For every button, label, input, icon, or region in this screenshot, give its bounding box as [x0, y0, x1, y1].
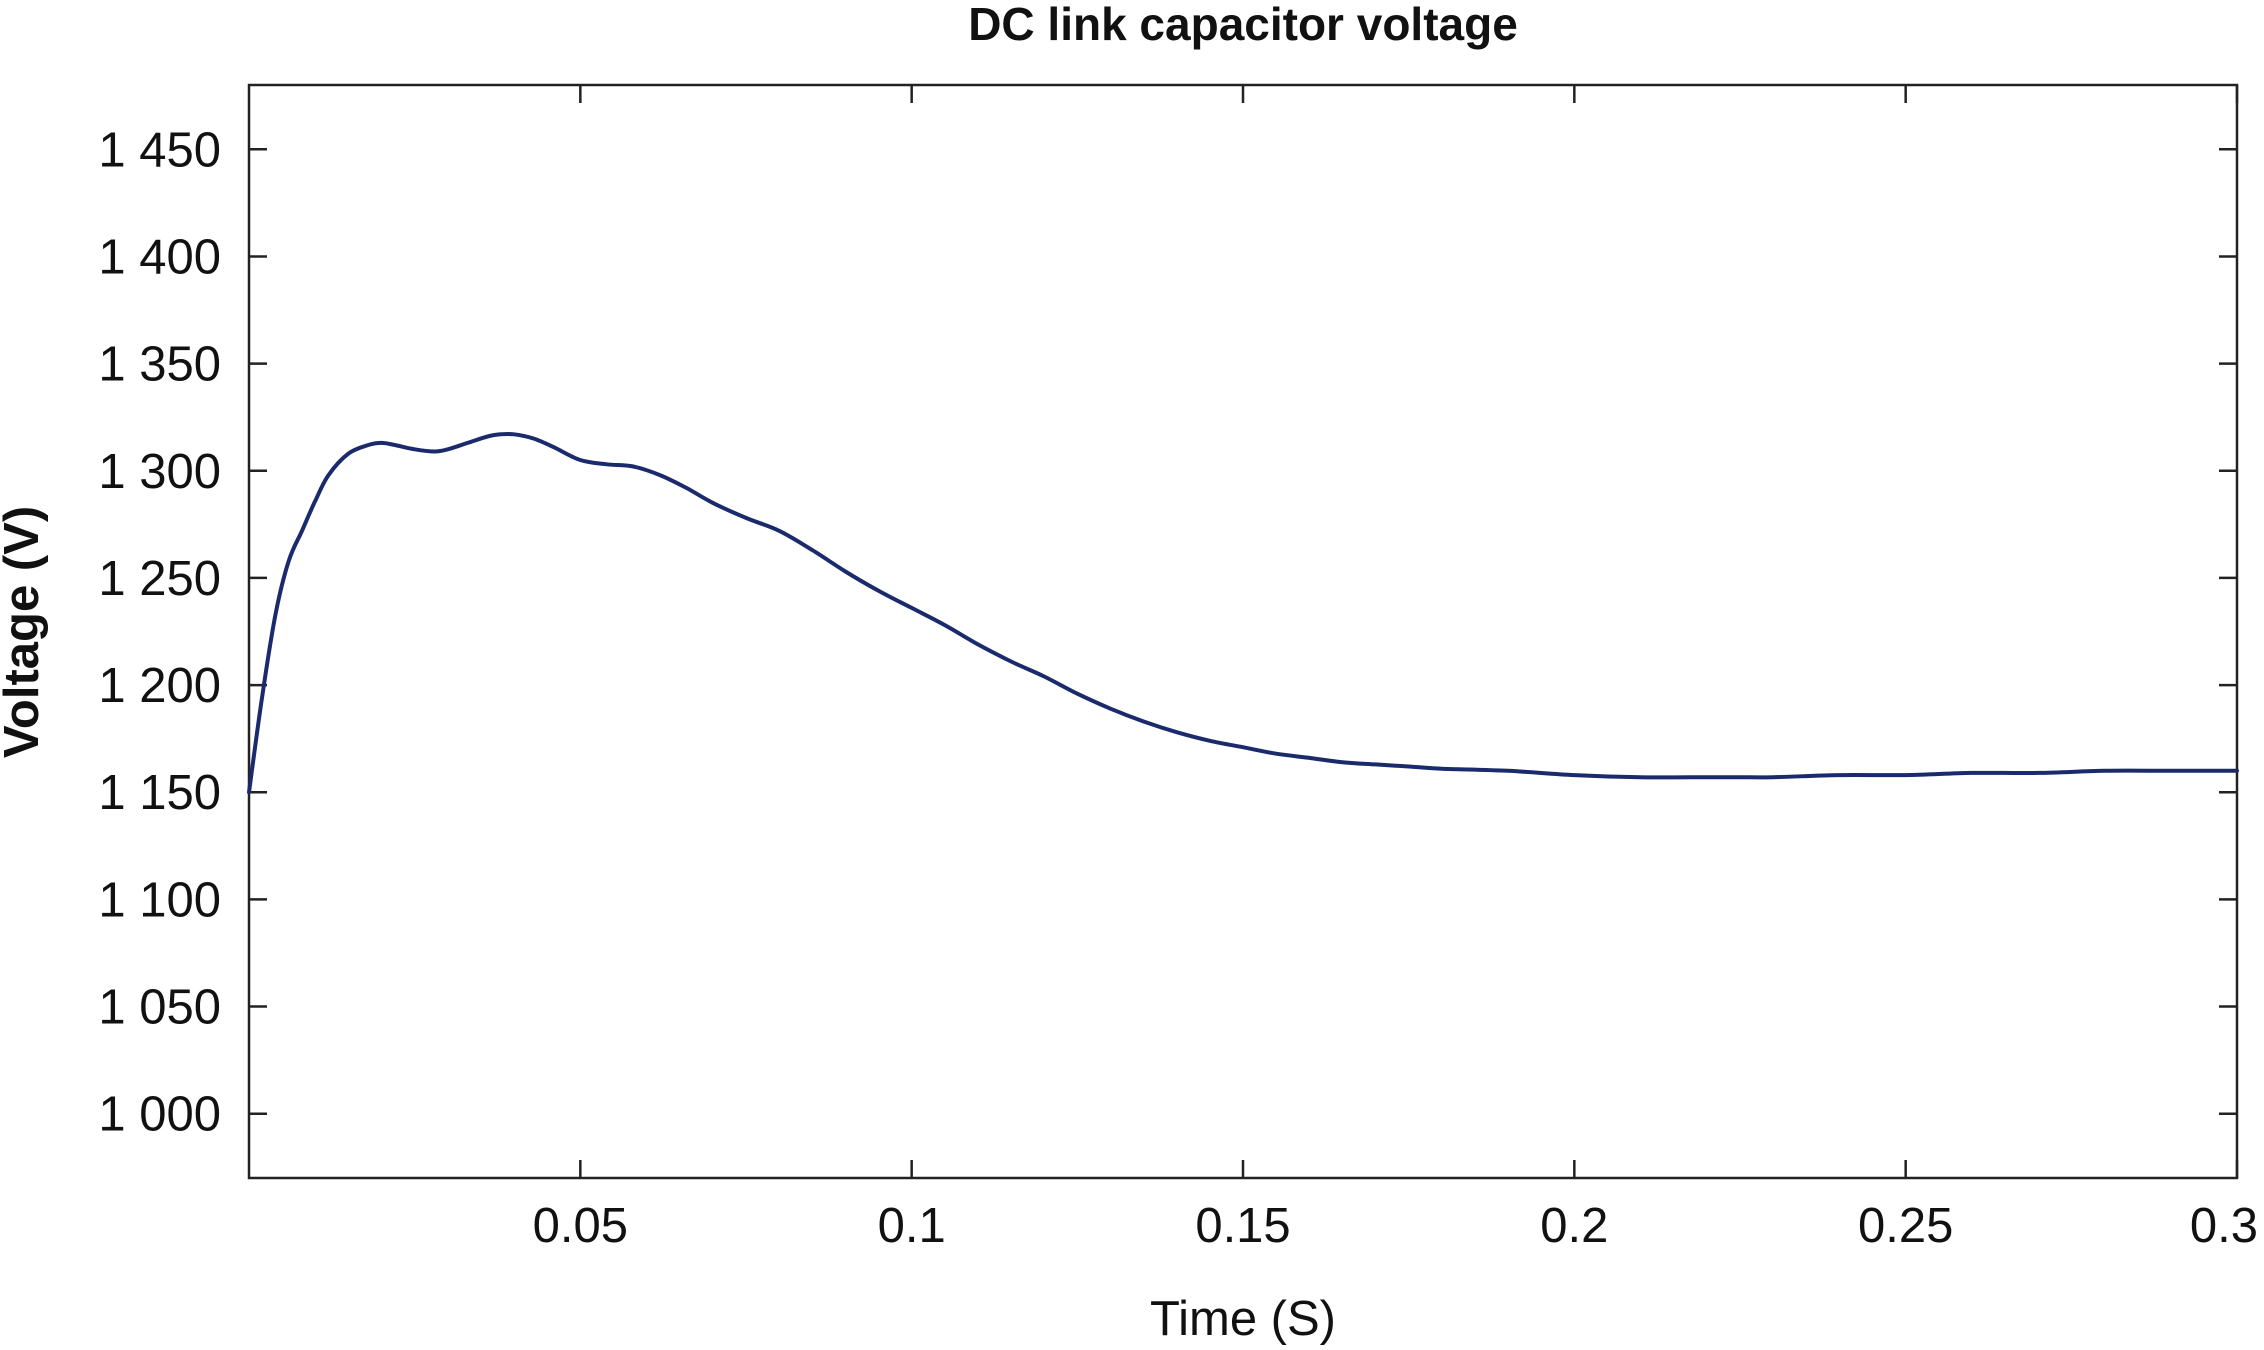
y-axis-label: Voltage (V) — [0, 506, 49, 758]
x-axis-label: Time (S) — [1150, 1292, 1336, 1346]
x-tick-label: 0.2 — [1540, 1199, 1608, 1253]
plot-frame — [247, 83, 2239, 1180]
y-tick-label: 1 350 — [98, 338, 221, 392]
y-tick-label: 1 150 — [98, 766, 221, 820]
x-tick-label: 0.3 — [2190, 1199, 2258, 1253]
y-tick-label: 1 000 — [98, 1088, 221, 1142]
y-tick-label: 1 300 — [98, 445, 221, 499]
x-axis: 0.05 0.1 0.15 0.2 0.25 0.3 — [533, 85, 2258, 1253]
x-tick-label: 0.15 — [1195, 1199, 1290, 1253]
y-axis: 1 000 1 050 1 100 1 150 1 200 1 250 1 300 1 350… — [98, 123, 2237, 1142]
y-tick-label: 1 250 — [98, 552, 221, 606]
y-tick-label: 1 050 — [98, 981, 221, 1035]
chart-title: DC link capacitor voltage — [968, 0, 1518, 50]
x-tick-label: 0.25 — [1858, 1199, 1953, 1253]
y-tick-label: 1 450 — [98, 123, 221, 177]
x-tick-label: 0.05 — [533, 1199, 628, 1253]
y-tick-label: 1 400 — [98, 230, 221, 284]
series-line-voltage — [247, 431, 2239, 795]
y-tick-label: 1 100 — [98, 873, 221, 927]
y-tick-label: 1 200 — [98, 659, 221, 713]
x-tick-label: 0.1 — [878, 1199, 946, 1253]
